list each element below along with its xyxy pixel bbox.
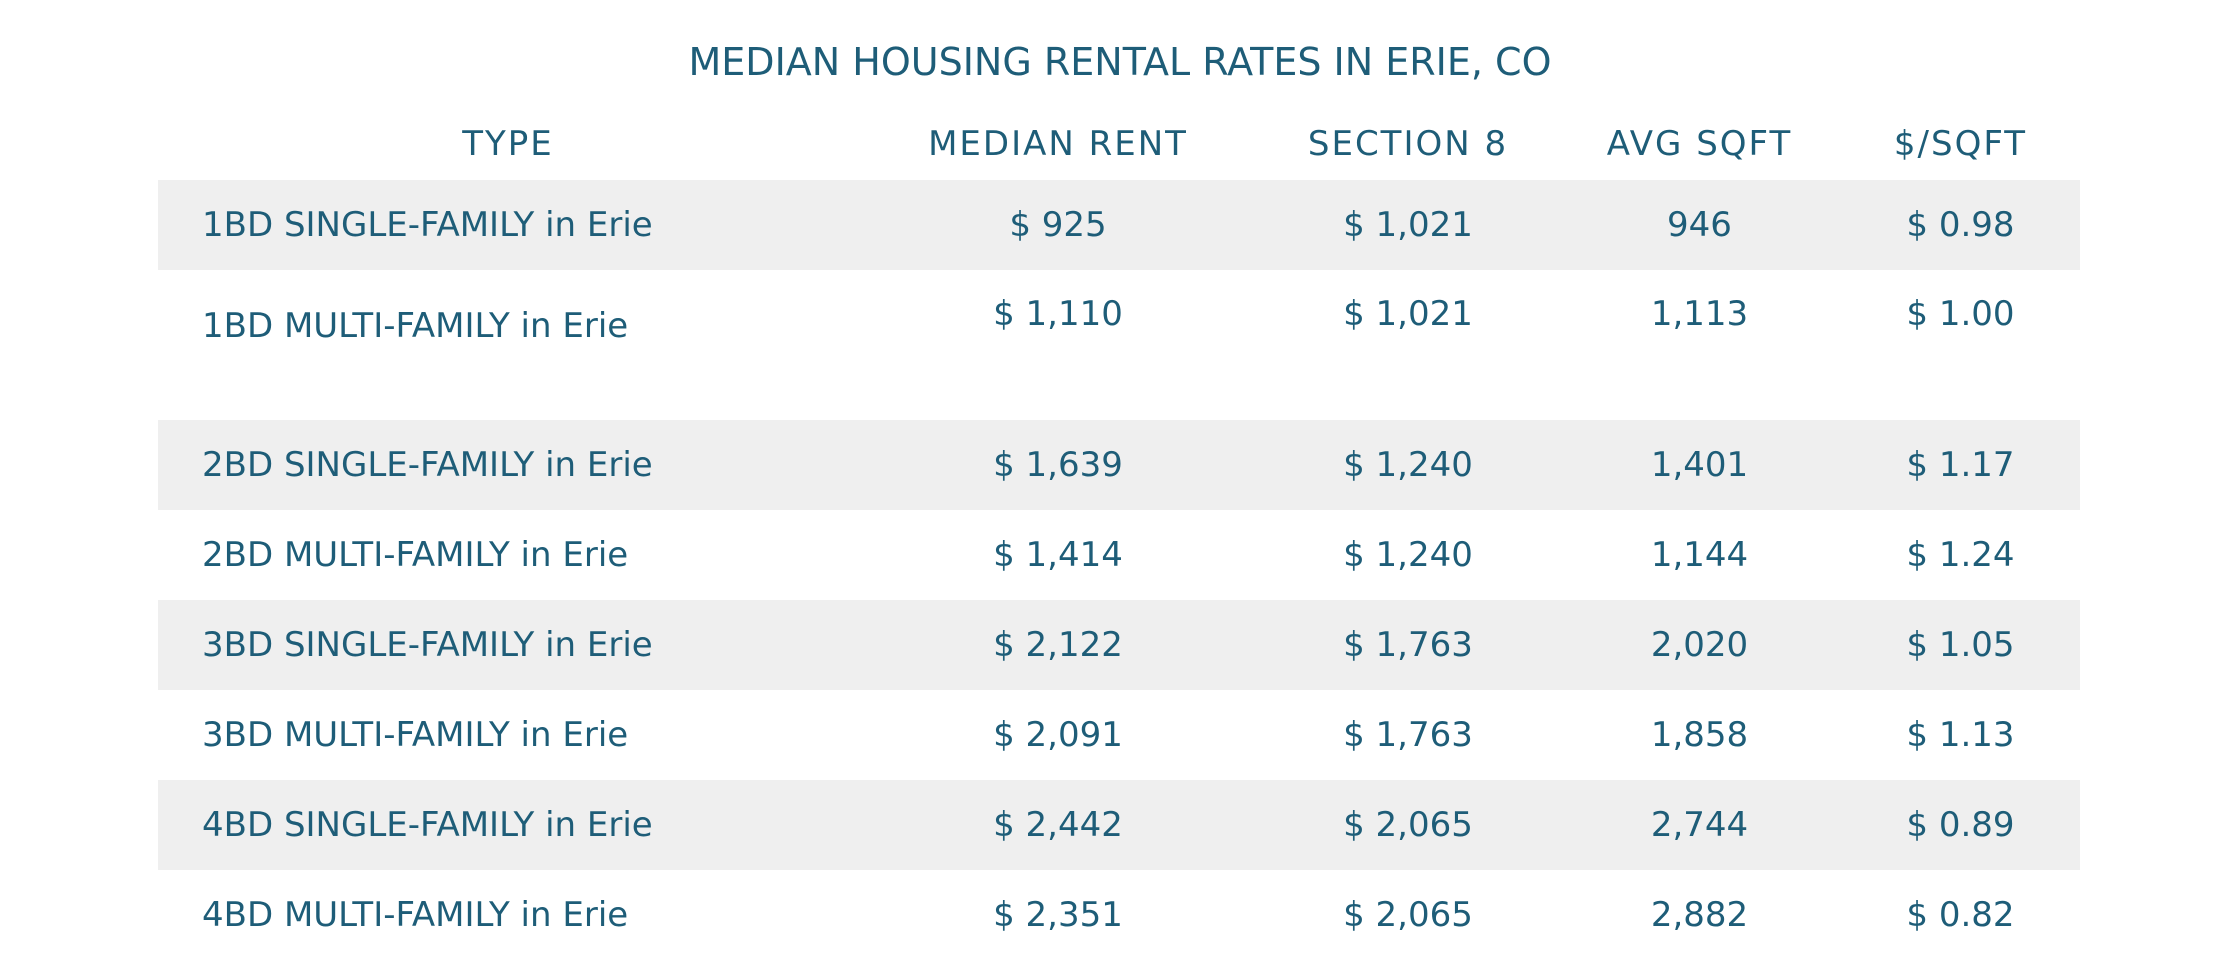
table-row: 1BD SINGLE-FAMILY in Erie $ 925 $ 1,021 …: [158, 180, 2080, 270]
cell-price-per-sqft: $ 0.89: [1841, 780, 2080, 870]
header-avg-sqft: AVG SQFT: [1606, 124, 1793, 164]
cell-median-rent: $ 1,110: [858, 270, 1258, 420]
cell-avg-sqft: 2,020: [1558, 600, 1841, 690]
cell-section-8: $ 1,021: [1258, 180, 1558, 270]
cell-avg-sqft: 1,401: [1558, 420, 1841, 510]
header-row: TYPE MEDIAN RENT SECTION 8 AVG SQFT $/SQ…: [158, 108, 2080, 180]
cell-avg-sqft: 1,144: [1558, 510, 1841, 600]
cell-type: 2BD MULTI-FAMILY in Erie: [158, 510, 858, 600]
cell-median-rent: $ 1,639: [858, 420, 1258, 510]
cell-price-per-sqft: $ 1.17: [1841, 420, 2080, 510]
cell-median-rent: $ 2,351: [858, 870, 1258, 960]
table-row: 4BD MULTI-FAMILY in Erie $ 2,351 $ 2,065…: [158, 870, 2080, 960]
cell-section-8: $ 1,763: [1258, 600, 1558, 690]
cell-avg-sqft: 1,113: [1558, 270, 1841, 420]
cell-price-per-sqft: $ 1.05: [1841, 600, 2080, 690]
header-price-per-sqft: $/SQFT: [1893, 124, 2028, 164]
cell-avg-sqft: 1,858: [1558, 690, 1841, 780]
cell-avg-sqft: 2,744: [1558, 780, 1841, 870]
cell-median-rent: $ 1,414: [858, 510, 1258, 600]
cell-price-per-sqft: $ 1.00: [1841, 270, 2080, 420]
cell-avg-sqft: 946: [1558, 180, 1841, 270]
cell-type: 3BD MULTI-FAMILY in Erie: [158, 690, 858, 780]
cell-section-8: $ 1,240: [1258, 510, 1558, 600]
cell-type: 3BD SINGLE-FAMILY in Erie: [158, 600, 858, 690]
cell-section-8: $ 1,763: [1258, 690, 1558, 780]
table-row: 3BD MULTI-FAMILY in Erie $ 2,091 $ 1,763…: [158, 690, 2080, 780]
cell-section-8: $ 2,065: [1258, 780, 1558, 870]
cell-price-per-sqft: $ 1.24: [1841, 510, 2080, 600]
header-type: TYPE: [462, 124, 554, 164]
cell-median-rent: $ 925: [858, 180, 1258, 270]
cell-type: 1BD MULTI-FAMILY in Erie: [158, 270, 858, 420]
table-row: 3BD SINGLE-FAMILY in Erie $ 2,122 $ 1,76…: [158, 600, 2080, 690]
table-row: 1BD MULTI-FAMILY in Erie $ 1,110 $ 1,021…: [158, 270, 2080, 420]
cell-price-per-sqft: $ 1.13: [1841, 690, 2080, 780]
table-row: 4BD SINGLE-FAMILY in Erie $ 2,442 $ 2,06…: [158, 780, 2080, 870]
table-title: MEDIAN HOUSING RENTAL RATES IN ERIE, CO: [688, 40, 1552, 84]
cell-median-rent: $ 2,091: [858, 690, 1258, 780]
table-row: 2BD SINGLE-FAMILY in Erie $ 1,639 $ 1,24…: [158, 420, 2080, 510]
table-row: 2BD MULTI-FAMILY in Erie $ 1,414 $ 1,240…: [158, 510, 2080, 600]
cell-section-8: $ 1,240: [1258, 420, 1558, 510]
header-section-8: SECTION 8: [1307, 124, 1509, 164]
rental-rates-table: TYPE MEDIAN RENT SECTION 8 AVG SQFT $/SQ…: [158, 108, 2080, 960]
cell-type: 2BD SINGLE-FAMILY in Erie: [158, 420, 858, 510]
cell-median-rent: $ 2,442: [858, 780, 1258, 870]
cell-type: 1BD SINGLE-FAMILY in Erie: [158, 180, 858, 270]
cell-type: 4BD MULTI-FAMILY in Erie: [158, 870, 858, 960]
cell-type: 4BD SINGLE-FAMILY in Erie: [158, 780, 858, 870]
cell-median-rent: $ 2,122: [858, 600, 1258, 690]
cell-section-8: $ 2,065: [1258, 870, 1558, 960]
header-median-rent: MEDIAN RENT: [928, 124, 1188, 164]
cell-avg-sqft: 2,882: [1558, 870, 1841, 960]
cell-price-per-sqft: $ 0.82: [1841, 870, 2080, 960]
cell-price-per-sqft: $ 0.98: [1841, 180, 2080, 270]
cell-section-8: $ 1,021: [1258, 270, 1558, 420]
